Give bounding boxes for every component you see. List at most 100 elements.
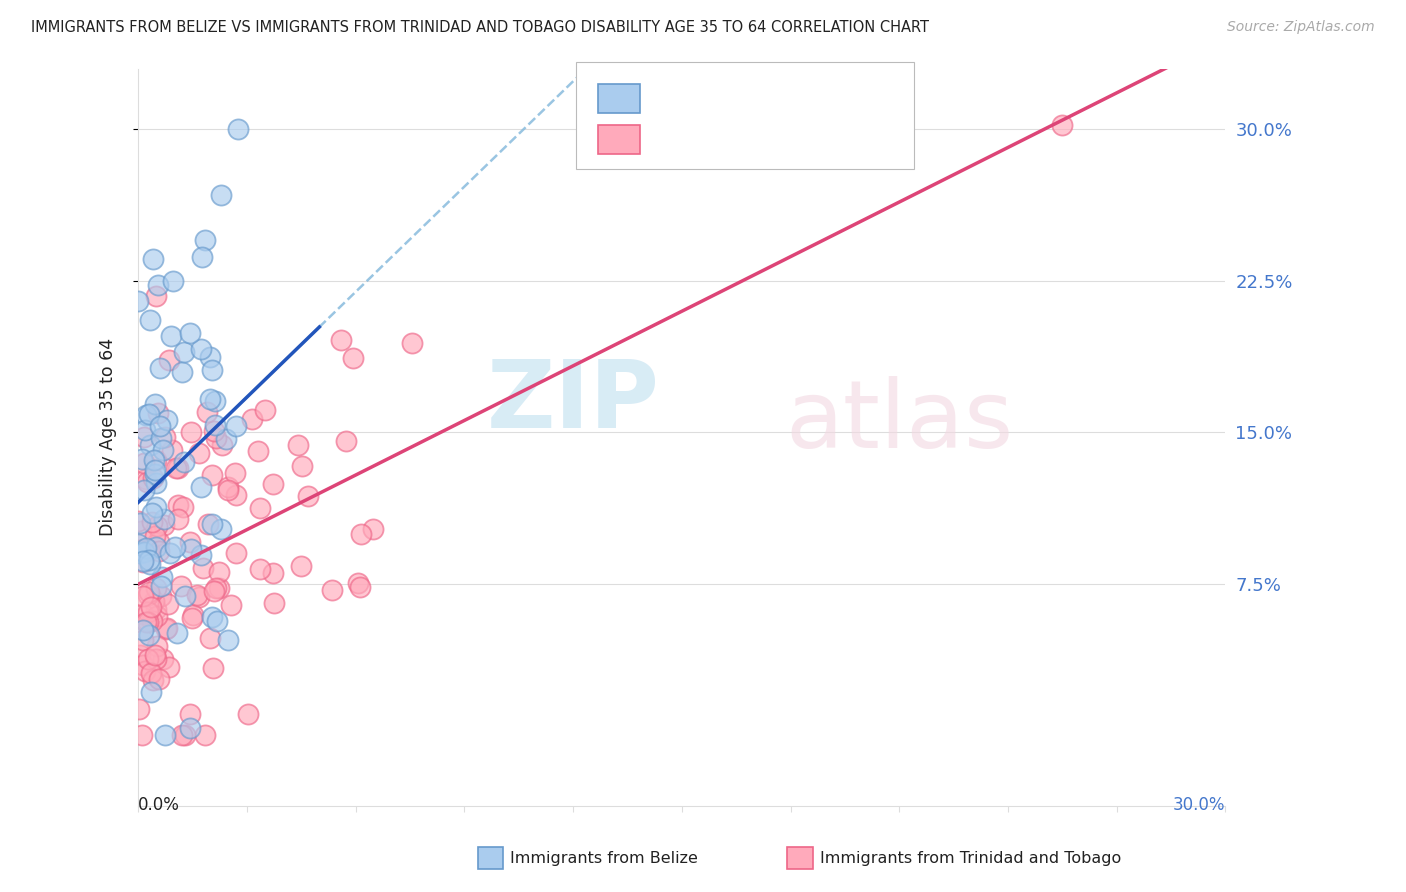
Text: Immigrants from Belize: Immigrants from Belize bbox=[510, 851, 699, 865]
Point bbox=[201, 661, 224, 675]
Point bbox=[127, 537, 149, 551]
Point bbox=[350, 527, 373, 541]
Point bbox=[401, 336, 423, 351]
Point bbox=[217, 480, 239, 494]
Point bbox=[143, 593, 166, 607]
Point bbox=[132, 657, 155, 672]
Point bbox=[195, 405, 218, 419]
Point bbox=[143, 453, 166, 467]
Point bbox=[142, 673, 165, 687]
Point bbox=[188, 445, 211, 459]
Point bbox=[132, 632, 155, 647]
Point bbox=[209, 523, 232, 537]
Point bbox=[127, 514, 149, 528]
Point bbox=[254, 402, 277, 417]
Point bbox=[236, 706, 259, 721]
Point bbox=[209, 187, 232, 202]
Point bbox=[194, 233, 217, 247]
Text: Immigrants from Trinidad and Tobago: Immigrants from Trinidad and Tobago bbox=[820, 851, 1121, 865]
Point bbox=[132, 555, 155, 569]
Point bbox=[152, 651, 174, 665]
Point bbox=[156, 621, 179, 635]
Point bbox=[134, 664, 156, 678]
Point bbox=[167, 498, 190, 512]
Point bbox=[128, 546, 150, 560]
Point bbox=[191, 250, 214, 264]
Point bbox=[349, 580, 371, 594]
Point bbox=[145, 540, 167, 554]
Point bbox=[208, 581, 231, 595]
Point bbox=[148, 535, 170, 549]
Text: IMMIGRANTS FROM BELIZE VS IMMIGRANTS FROM TRINIDAD AND TOBAGO DISABILITY AGE 35 : IMMIGRANTS FROM BELIZE VS IMMIGRANTS FRO… bbox=[31, 20, 929, 35]
Point bbox=[201, 362, 224, 376]
Point bbox=[179, 535, 201, 549]
Point bbox=[170, 579, 193, 593]
Point bbox=[361, 522, 384, 536]
Point bbox=[181, 611, 204, 625]
Point bbox=[197, 517, 219, 532]
Point bbox=[141, 252, 163, 266]
Point bbox=[145, 289, 167, 303]
Point bbox=[127, 294, 149, 309]
Point bbox=[218, 483, 240, 497]
Point bbox=[145, 652, 167, 666]
Point bbox=[179, 706, 201, 721]
Point bbox=[191, 561, 214, 575]
Point bbox=[148, 277, 170, 292]
Point bbox=[215, 432, 238, 446]
Point bbox=[201, 467, 224, 482]
Point bbox=[138, 628, 160, 642]
Point bbox=[132, 483, 155, 498]
Point bbox=[132, 590, 155, 604]
Point bbox=[297, 489, 319, 503]
Point bbox=[135, 615, 157, 629]
Point bbox=[190, 480, 212, 494]
Text: 0.343: 0.343 bbox=[690, 131, 747, 149]
Point bbox=[135, 472, 157, 486]
Point bbox=[208, 565, 231, 579]
Point bbox=[240, 412, 263, 426]
Point bbox=[172, 728, 194, 742]
Point bbox=[204, 418, 226, 433]
Point bbox=[330, 333, 353, 347]
Point bbox=[141, 600, 163, 615]
Point bbox=[145, 602, 167, 616]
Point bbox=[143, 529, 166, 543]
Point bbox=[211, 438, 233, 452]
Point bbox=[179, 326, 201, 340]
Point bbox=[165, 460, 187, 475]
Point bbox=[145, 519, 167, 533]
Point bbox=[149, 418, 172, 433]
Point bbox=[249, 562, 271, 576]
Point bbox=[181, 607, 204, 622]
Point bbox=[173, 344, 195, 359]
Point bbox=[166, 461, 188, 475]
Text: N =: N = bbox=[756, 91, 796, 109]
Point bbox=[145, 581, 167, 595]
Point bbox=[287, 437, 309, 451]
Point bbox=[163, 540, 186, 554]
Point bbox=[135, 408, 157, 422]
Point bbox=[225, 419, 247, 434]
Point bbox=[129, 524, 152, 538]
Point bbox=[155, 622, 177, 636]
Point bbox=[145, 453, 167, 467]
Point bbox=[143, 397, 166, 411]
Point bbox=[1052, 118, 1074, 132]
Point bbox=[150, 431, 173, 445]
Point bbox=[205, 581, 228, 595]
Point bbox=[145, 608, 167, 623]
Point bbox=[141, 614, 163, 628]
Point bbox=[198, 350, 221, 364]
Point bbox=[155, 728, 177, 742]
Point bbox=[217, 633, 239, 648]
Point bbox=[160, 329, 183, 343]
Point bbox=[190, 548, 212, 562]
Point bbox=[141, 506, 163, 520]
Point bbox=[347, 576, 370, 591]
Point bbox=[202, 584, 225, 599]
Point bbox=[342, 351, 364, 365]
Point bbox=[152, 443, 174, 458]
Point bbox=[132, 544, 155, 558]
Point bbox=[148, 544, 170, 558]
